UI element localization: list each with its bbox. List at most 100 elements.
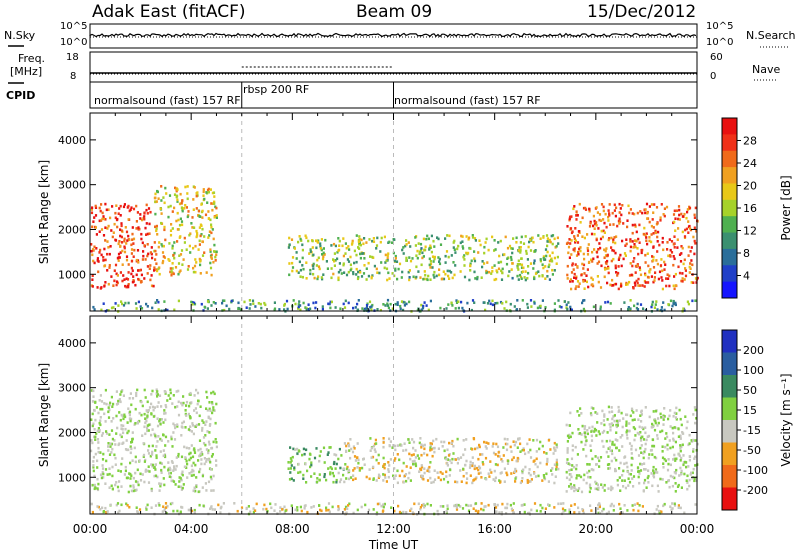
echo-cell	[664, 459, 667, 463]
echo-cell	[688, 484, 691, 488]
echo-cell	[91, 400, 95, 403]
echo-cell	[422, 502, 425, 506]
echo-cell	[634, 264, 637, 268]
echo-cell	[119, 245, 122, 248]
echo-cell	[510, 450, 513, 453]
echo-cell	[394, 254, 397, 258]
echo-cell	[248, 307, 251, 310]
echo-cell	[451, 439, 454, 443]
echo-cell	[177, 413, 181, 417]
echo-cell	[588, 483, 592, 487]
echo-cell	[603, 423, 606, 427]
echo-cell	[327, 451, 330, 454]
echo-cell	[394, 457, 397, 460]
echo-cell	[177, 455, 180, 458]
echo-cell	[625, 461, 628, 465]
echo-cell	[190, 509, 194, 513]
echo-cell	[617, 271, 620, 275]
echo-cell	[154, 504, 158, 507]
echo-cell	[621, 445, 624, 448]
echo-cell	[393, 238, 396, 241]
echo-cell	[164, 418, 167, 422]
echo-cell	[184, 204, 187, 207]
echo-cell	[429, 476, 432, 480]
echo-cell	[619, 436, 622, 439]
echo-cell	[611, 443, 614, 446]
echo-cell	[464, 448, 467, 451]
echo-cell	[666, 448, 669, 451]
echo-cell	[686, 487, 689, 491]
echo-cell	[196, 191, 199, 194]
echo-cell	[582, 252, 585, 256]
echo-cell	[153, 241, 156, 244]
echo-cell	[432, 447, 435, 450]
echo-cell	[207, 458, 210, 461]
echo-cell	[668, 238, 671, 241]
echo-cell	[415, 265, 418, 269]
echo-cell	[135, 391, 138, 395]
echo-cell	[462, 474, 465, 478]
echo-cell	[185, 400, 189, 404]
echo-cell	[555, 445, 559, 449]
echo-cell	[684, 267, 687, 270]
echo-cell	[352, 445, 355, 448]
echo-cell	[342, 467, 345, 470]
echo-cell	[121, 279, 124, 283]
echo-cell	[193, 186, 196, 189]
echo-cell	[628, 274, 632, 277]
echo-cell	[383, 463, 386, 466]
echo-cell	[176, 405, 179, 408]
echo-cell	[387, 468, 390, 471]
colorbar-tick-label: 12	[743, 225, 757, 238]
echo-cell	[630, 456, 633, 460]
echo-cell	[665, 432, 668, 435]
echo-cell	[687, 245, 690, 249]
echo-cell	[132, 484, 135, 487]
echo-cell	[197, 423, 201, 426]
echo-cell	[312, 272, 315, 276]
echo-cell	[130, 252, 133, 255]
echo-cell	[213, 508, 217, 511]
echo-cell	[565, 476, 569, 480]
echo-cell	[493, 239, 496, 242]
echo-cell	[133, 446, 136, 450]
echo-cell	[681, 246, 684, 250]
echo-cell	[345, 511, 348, 515]
echo-cell	[619, 220, 622, 223]
echo-cell	[155, 262, 158, 265]
echo-cell	[662, 301, 665, 304]
echo-cell	[616, 424, 619, 427]
echo-cell	[426, 479, 430, 482]
echo-cell	[529, 249, 533, 252]
echo-cell	[416, 256, 419, 260]
echo-cell	[350, 447, 353, 451]
echo-cell	[115, 280, 119, 283]
echo-cell	[428, 470, 431, 473]
echo-cell	[145, 506, 148, 509]
echo-cell	[350, 243, 354, 246]
echo-cell	[115, 481, 118, 484]
echo-cell	[299, 268, 302, 272]
echo-cell	[389, 440, 392, 443]
echo-cell	[618, 256, 621, 260]
echo-cell	[656, 484, 659, 488]
echo-cell	[621, 474, 624, 477]
echo-cell	[433, 478, 437, 481]
echo-cell	[569, 411, 572, 415]
echo-cell	[203, 197, 206, 201]
echo-cell	[302, 477, 305, 480]
echo-cell	[420, 263, 423, 267]
nsearch-label: N.Search	[746, 29, 796, 42]
echo-cell	[651, 218, 654, 221]
echo-cell	[100, 308, 103, 312]
echo-cell	[435, 274, 438, 278]
echo-cell	[469, 264, 472, 267]
echo-cell	[501, 302, 504, 305]
echo-cell	[309, 307, 312, 311]
echo-cell	[549, 448, 552, 451]
echo-cell	[665, 205, 669, 209]
echo-cell	[110, 484, 113, 488]
echo-cell	[433, 257, 436, 261]
echo-cell	[615, 446, 618, 450]
echo-cell	[160, 243, 163, 246]
